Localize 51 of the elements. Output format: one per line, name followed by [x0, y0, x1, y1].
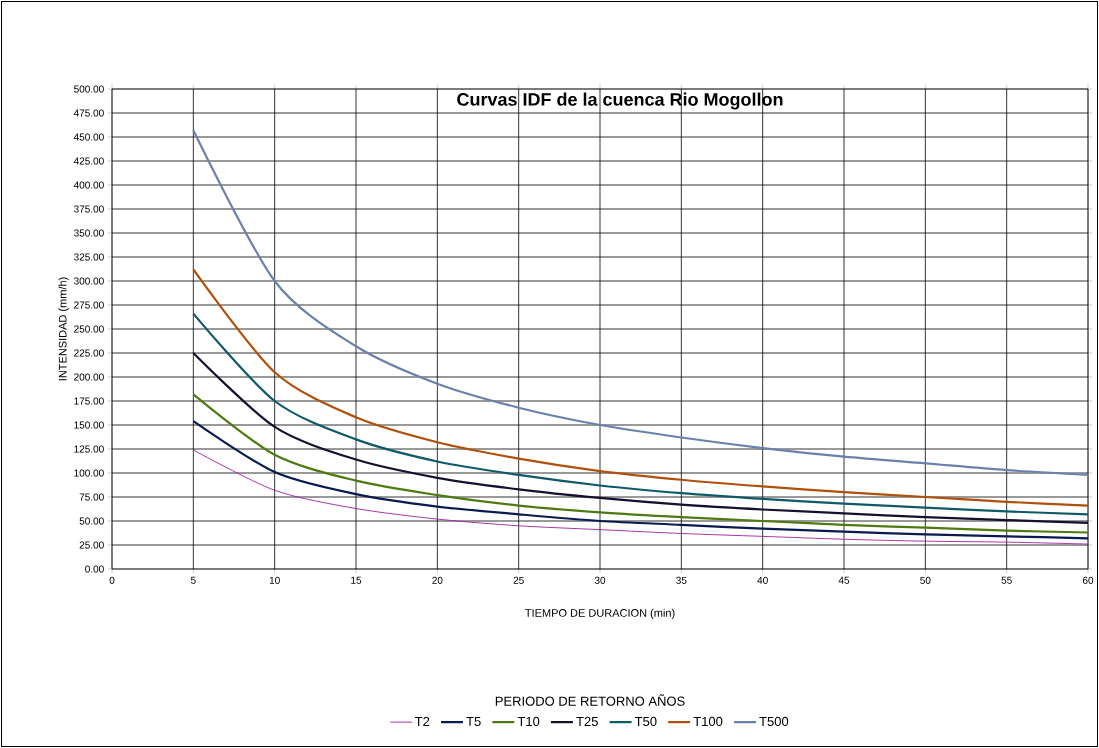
x-tick-label: 20 — [432, 576, 443, 584]
x-tick-label: 15 — [351, 576, 362, 584]
y-tick-label: 25.00 — [79, 541, 104, 549]
y-tick-label: 275.00 — [74, 301, 104, 309]
y-tick-label: 425.00 — [73, 157, 104, 165]
y-tick-label: 100.00 — [74, 469, 104, 477]
y-tick-label: 400.00 — [73, 181, 104, 189]
line-series — [192, 449, 1089, 545]
x-tick-label: 5 — [190, 576, 196, 584]
x-tick-label: 25 — [513, 576, 524, 584]
legend-label: T2 — [415, 716, 430, 726]
y-tick-label: 300.00 — [73, 277, 104, 285]
y-tick-label: 350.00 — [73, 229, 104, 237]
y-tick-label: 375.00 — [73, 205, 104, 213]
line-series — [192, 129, 1089, 477]
y-tick-label: 75.00 — [79, 493, 104, 501]
y-tick-label: 250.00 — [74, 325, 104, 333]
x-tick-label: 0 — [109, 576, 115, 584]
x-tick-label: 35 — [676, 576, 687, 584]
y-tick-label: 200.00 — [74, 373, 104, 381]
legend-label: T10 — [517, 716, 540, 727]
y-tick-label: 500.00 — [74, 85, 104, 93]
line-series — [192, 312, 1089, 516]
y-tick-label: 150.00 — [74, 421, 104, 429]
line-series — [192, 351, 1089, 525]
y-tick-label: 50.00 — [79, 517, 104, 525]
y-tick-label: 0.00 — [85, 565, 104, 573]
x-tick-label: 10 — [269, 576, 280, 584]
legend-label: T500 — [759, 716, 789, 727]
x-tick-label: 45 — [838, 576, 850, 584]
y-tick-label: 325.00 — [73, 253, 104, 261]
legend-title: PERIODO DE RETORNO AÑOS — [495, 694, 685, 706]
legend-label: T50 — [634, 716, 657, 727]
y-tick-label: 450.00 — [73, 133, 104, 141]
y-tick-label: 225.00 — [74, 349, 104, 357]
legend-label: T100 — [693, 716, 723, 727]
y-tick-label: 125.00 — [74, 445, 104, 453]
line-series — [192, 268, 1089, 507]
y-axis-title: INTENSIDAD (mm/h) — [58, 277, 69, 381]
legend-label: T25 — [576, 716, 598, 727]
legend-label: T5 — [466, 716, 481, 726]
x-tick-label: 40 — [757, 576, 768, 584]
x-tick-label: 30 — [594, 576, 606, 584]
x-tick-label: 55 — [1001, 576, 1012, 584]
y-tick-label: 175.00 — [74, 397, 104, 405]
x-axis-title: TIEMPO DE DURACION (min) — [525, 608, 675, 619]
x-tick-label: 60 — [1082, 576, 1094, 584]
line-series — [192, 393, 1089, 534]
line-series — [192, 420, 1089, 540]
y-tick-label: 475.00 — [73, 109, 104, 117]
x-tick-label: 50 — [920, 576, 931, 584]
